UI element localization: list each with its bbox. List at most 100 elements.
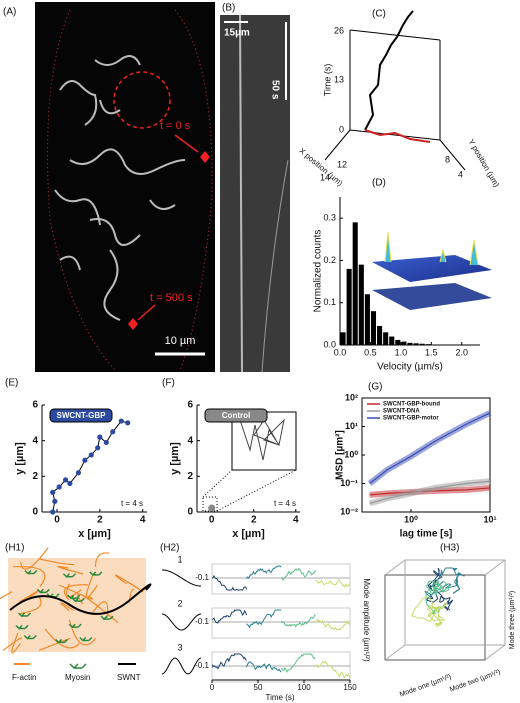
x-tick-label: 1.0: [395, 347, 408, 357]
trajectory-3d: [431, 604, 438, 613]
bar: [407, 342, 413, 345]
panel-label: (H1): [5, 543, 24, 554]
y-tick-label: -0.1: [195, 617, 209, 626]
scale-label: 15µm: [224, 28, 250, 39]
point: [62, 477, 69, 483]
legend-box: [49, 408, 113, 423]
y-tick-label: 0.3: [323, 213, 336, 223]
mode-trace: [246, 609, 282, 629]
point: [95, 445, 101, 451]
y-tick-label: 0: [187, 507, 193, 518]
point: [110, 429, 116, 435]
panel-label: (H3): [440, 543, 459, 554]
mode-trace: [315, 578, 351, 588]
trajectory: [364, 10, 414, 131]
point: [52, 498, 58, 504]
mode-shape: [161, 569, 202, 587]
legend-label: F-actin: [12, 673, 36, 682]
trajectory-3d: [443, 580, 447, 585]
trajectory-3d: [452, 588, 461, 594]
y-tick-label: 10⁻²: [340, 506, 358, 516]
series-line: [369, 412, 491, 484]
mode-shape: [161, 657, 202, 675]
y-label: MSD [µm²]: [335, 430, 346, 480]
myosin: [18, 612, 32, 618]
trajectory-3d: [440, 601, 448, 609]
subplot: [211, 651, 351, 683]
trajectory-3d: [437, 611, 440, 617]
mode-trace: [315, 660, 351, 679]
trajectory-3d: [426, 608, 431, 613]
y-tick-label: 10¹: [345, 421, 358, 431]
surface-plot: [372, 255, 492, 282]
bar: [364, 294, 370, 345]
y-tick-label: 0: [32, 507, 38, 518]
y-tick-label: 2: [32, 471, 38, 482]
trajectory-3d: [437, 572, 442, 581]
x-tick-label: 2: [251, 515, 257, 526]
actin-filament: [39, 637, 71, 651]
trajectory-3d: [451, 585, 457, 588]
trajectory-3d: [431, 589, 437, 593]
x-label: Velocity (µm/s): [377, 362, 443, 373]
mode-shape: [161, 613, 202, 631]
trajectory-3d: [445, 596, 451, 600]
trajectory-3d: [447, 599, 454, 605]
myosin: [62, 573, 76, 578]
kymo-track: [239, 14, 243, 373]
trajectory-3d: [436, 607, 442, 613]
y-label: Mode two (µm¹/²): [449, 669, 502, 694]
actin-filament: [11, 632, 21, 654]
legend-label: SWCNT-GBP-motor: [383, 416, 439, 422]
mode-trace: [280, 653, 316, 674]
trajectory-3d: [427, 579, 436, 586]
x-tick-label: 0: [54, 515, 60, 526]
series-line: [369, 480, 491, 504]
x-tick-label: 0: [209, 515, 215, 526]
actin-filament: [115, 574, 144, 593]
actin-filament: [18, 590, 39, 603]
y-tick-label: 0.1: [323, 297, 336, 307]
surface-peaks: [384, 231, 479, 266]
bar: [383, 332, 389, 345]
trajectory-3d: [431, 588, 439, 591]
surface-projection: [372, 283, 492, 310]
z-tick-label: 0: [339, 124, 344, 134]
y-tick-label: 4: [187, 435, 193, 446]
x-label: Mode one (µm¹/²): [399, 673, 452, 698]
mode-trace: [211, 574, 248, 591]
legend-label: SWCNT-DNA: [383, 409, 420, 415]
x-tick-label: 0: [210, 683, 215, 692]
trajectory-3d: [411, 615, 419, 619]
bar: [377, 325, 383, 345]
trajectory-3d: [444, 605, 451, 611]
bar: [425, 344, 431, 345]
annotation: t = 0 s: [160, 120, 191, 132]
trajectory-3d: [442, 585, 450, 592]
axes-3d: [324, 29, 466, 171]
trajectory-3d: [426, 597, 429, 601]
panel-label: (H2): [160, 543, 179, 554]
myosin: [100, 615, 114, 621]
inset-trace: [239, 418, 285, 461]
panel-label: (B): [222, 3, 235, 14]
x-tick-label: 4: [293, 515, 299, 526]
kymo-track: [261, 159, 289, 373]
mode-trace: [246, 661, 282, 673]
marker: [128, 318, 138, 330]
x-tick-label: 2: [97, 515, 103, 526]
trajectory-3d: [433, 570, 439, 575]
trajectory-3d: [433, 619, 439, 622]
trajectory-3d: [429, 607, 437, 610]
trajectory-3d: [431, 580, 439, 587]
myosin: [36, 588, 50, 594]
trajectory-3d: [414, 602, 421, 610]
point: [125, 420, 131, 426]
point: [50, 509, 56, 515]
legend-label: SWCNT-GBP-bound: [383, 402, 440, 408]
trajectory-3d: [426, 593, 432, 598]
myosin: [67, 594, 81, 600]
kymograph: [220, 15, 290, 372]
trajectory-3d: [447, 597, 451, 605]
trajectory-3d: [442, 586, 444, 592]
